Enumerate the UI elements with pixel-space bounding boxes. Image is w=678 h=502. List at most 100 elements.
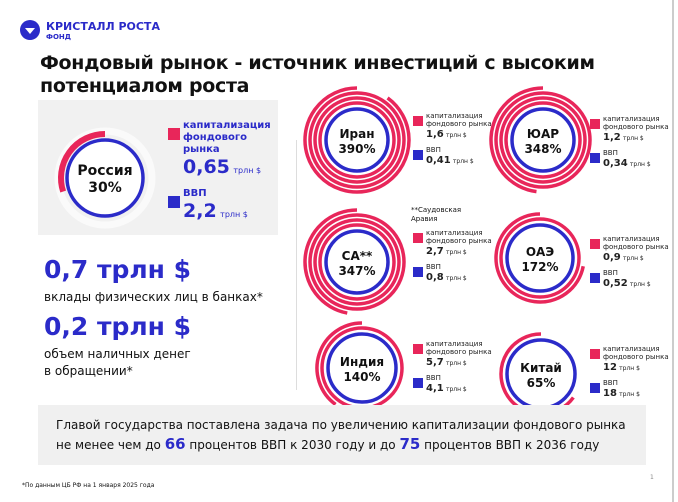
- country-pct: 140%: [343, 370, 381, 384]
- gdp-ring: [324, 107, 390, 173]
- country-label: ЮАР 348%: [503, 127, 583, 157]
- cap-value: 1,2 трлн $: [603, 132, 644, 143]
- cap-value: 0,9 трлн $: [603, 252, 644, 263]
- country-name: Китай: [520, 361, 562, 375]
- country-pct: 348%: [524, 142, 562, 156]
- note: **Саудовская Аравия: [411, 206, 462, 223]
- country-label: Иран 390%: [317, 127, 397, 157]
- market-cap-legend-item: капитализация фондового рынка 5,7 трлн $: [413, 340, 495, 370]
- footnote: *По данным ЦБ РФ на 1 января 2025 года: [22, 482, 155, 489]
- market-cap-arc: [489, 86, 544, 194]
- legend: капитализация фондового рынка 12 трлн $ …: [590, 345, 672, 401]
- country-name: ОАЭ: [525, 245, 555, 259]
- brand-name: КРИСТАЛЛ РОСТА: [46, 20, 160, 33]
- gdp-legend-item: ВВП 18 трлн $: [590, 379, 672, 401]
- cap-label: капитализация фондового рынка: [603, 345, 669, 361]
- goal-box: Главой государства поставлена задача по …: [38, 405, 646, 465]
- market-cap-ring: [499, 217, 581, 299]
- legend: капитализация фондового рынка 0,65 трлн …: [168, 120, 274, 226]
- market-cap-swatch: [413, 233, 423, 243]
- country-pct: 30%: [88, 180, 122, 196]
- cap-label: капитализация фондового рынка: [426, 229, 492, 245]
- country-pct: 65%: [526, 376, 556, 390]
- country-label: Россия 30%: [65, 163, 145, 197]
- gdp-legend-item: ВВП 0,41 трлн $: [413, 146, 495, 168]
- goal-line-1: Главой государства поставлена задача по …: [56, 417, 626, 432]
- country-label: Индия 140%: [322, 355, 402, 385]
- gdp-ring: [326, 332, 398, 404]
- gdp-value: 18 трлн $: [603, 388, 640, 399]
- gdp-ring: [324, 229, 390, 295]
- cash-value: 0,2 трлн $: [44, 312, 192, 341]
- cap-label: капитализация фондового рынка: [183, 120, 271, 155]
- market-cap-ring: [308, 91, 406, 189]
- logo-icon: [20, 20, 40, 40]
- gdp-swatch: [413, 267, 423, 277]
- gdp-legend-item: ВВП 0,52 трлн $: [590, 269, 672, 291]
- gdp-ring: [65, 138, 145, 218]
- country-name: СА**: [341, 249, 373, 263]
- market-cap-swatch: [168, 128, 180, 140]
- gdp-label: ВВП: [426, 374, 441, 382]
- gdp-value: 0,34 трлн $: [603, 158, 651, 169]
- gdp-value: 0,8 трлн $: [426, 272, 467, 283]
- cash-label-1: объем наличных денег: [44, 347, 191, 361]
- market-cap-swatch: [413, 344, 423, 354]
- country-label: ОАЭ 172%: [500, 245, 580, 275]
- cap-label: капитализация фондового рынка: [603, 115, 669, 131]
- deposits-label: вклады физических лиц в банках*: [44, 290, 263, 304]
- cap-label: капитализация фондового рынка: [426, 340, 492, 356]
- country-name: ЮАР: [526, 127, 560, 141]
- gdp-label: ВВП: [603, 149, 618, 157]
- country-name: Россия: [77, 163, 133, 179]
- country-name: Индия: [339, 355, 385, 369]
- gdp-swatch: [413, 378, 423, 388]
- cap-value: 1,6 трлн $: [426, 129, 467, 140]
- market-cap-swatch: [413, 116, 423, 126]
- gdp-swatch: [590, 383, 600, 393]
- gdp-swatch: [590, 153, 600, 163]
- legend: капитализация фондового рынка 2,7 трлн $…: [413, 229, 495, 285]
- market-cap-legend-item: капитализация фондового рынка 12 трлн $: [590, 345, 672, 375]
- gdp-value: 2,2 трлн $: [183, 200, 248, 222]
- market-cap-ring: [318, 101, 396, 179]
- country-label: Китай 65%: [501, 361, 581, 391]
- cap-value: 12 трлн $: [603, 362, 640, 373]
- legend: капитализация фондового рынка 1,2 трлн $…: [590, 115, 672, 171]
- gdp-label: ВВП: [426, 263, 441, 271]
- legend: капитализация фондового рынка 5,7 трлн $…: [413, 340, 495, 396]
- market-cap-ring: [313, 218, 401, 306]
- gdp-value: 0,52 трлн $: [603, 278, 651, 289]
- country-pct: 347%: [338, 264, 376, 278]
- cap-value: 0,65 трлн $: [183, 156, 262, 178]
- gdp-legend-item: ВВП 4,1 трлн $: [413, 374, 495, 396]
- cash-label-2: в обращении*: [44, 364, 133, 378]
- market-cap-legend-item: капитализация фондового рынка 1,6 трлн $: [413, 112, 495, 142]
- gdp-value: 4,1 трлн $: [426, 383, 467, 394]
- market-cap-legend-item: капитализация фондового рынка 1,2 трлн $: [590, 115, 672, 145]
- gdp-label: ВВП: [603, 269, 618, 277]
- goal-line-2: не менее чем до 66 процентов ВВП к 2030 …: [56, 434, 600, 453]
- country-name: Иран: [339, 127, 375, 141]
- deposits-value: 0,7 трлн $: [44, 255, 192, 284]
- page-edge: [672, 0, 674, 502]
- market-cap-legend-item: капитализация фондового рынка 2,7 трлн $: [413, 229, 495, 259]
- country-label: СА** 347%: [317, 249, 397, 279]
- gdp-swatch: [413, 150, 423, 160]
- page-title: Фондовый рынок - источник инвестиций с в…: [40, 52, 595, 97]
- gdp-ring: [505, 223, 575, 293]
- market-cap-ring: [313, 96, 401, 184]
- market-cap-ring: [499, 96, 587, 184]
- market-cap-arc: [303, 208, 358, 315]
- market-cap-arc: [303, 86, 411, 194]
- market-cap-arc: [315, 321, 363, 406]
- gdp-label: ВВП: [603, 379, 618, 387]
- gdp-label: ВВП: [183, 188, 207, 199]
- country-pct: 390%: [338, 142, 376, 156]
- cap-value: 5,7 трлн $: [426, 357, 467, 368]
- cap-label: капитализация фондового рынка: [426, 112, 492, 128]
- country-pct: 172%: [521, 260, 559, 274]
- gdp-swatch: [590, 273, 600, 283]
- market-cap-swatch: [590, 349, 600, 359]
